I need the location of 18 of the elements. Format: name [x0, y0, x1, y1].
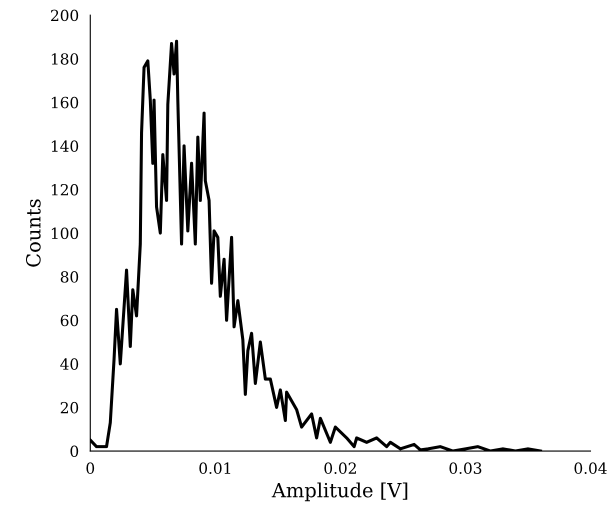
x-tick-label: 0.04: [574, 462, 607, 474]
y-tick-label: 100: [52, 228, 78, 240]
x-axis-title: Amplitude [V]: [272, 482, 408, 502]
y-tick-label: 40: [60, 358, 78, 370]
y-tick-label: 200: [51, 10, 78, 22]
y-axis-title: Counts: [26, 199, 41, 267]
y-tick-label: 0: [70, 445, 78, 458]
y-tick-label: 80: [60, 271, 78, 283]
y-tick-label: 120: [52, 184, 78, 196]
x-tick-label: 0.01: [199, 462, 230, 474]
y-tick-label: 60: [60, 314, 78, 326]
y-tick-label: 180: [52, 53, 78, 65]
x-tick-label: 0: [86, 462, 94, 474]
y-tick-label: 20: [60, 402, 78, 414]
y-tick-label: 140: [52, 140, 78, 152]
y-tick-label: 160: [52, 96, 78, 108]
x-tick-label: 0.03: [449, 462, 482, 474]
x-tick-label: 0.02: [324, 462, 356, 474]
